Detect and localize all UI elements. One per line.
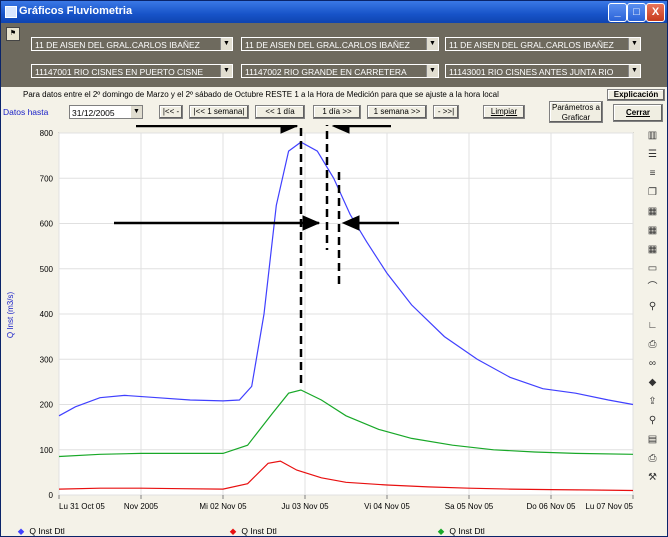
curve-icon[interactable]: ⌒ [647,282,658,293]
parametros-button[interactable]: Parámetros a Graficar [549,101,603,123]
y-tick-label: 400 [40,310,54,319]
y-axis-label: Q Inst (m3/s) [6,292,15,339]
station-select-2[interactable]: 11147002 RIO GRANDE EN CARRETERA ▼ [241,64,439,78]
station-select-1[interactable]: 11147001 RIO CISNES EN PUERTO CISNE ▼ [31,64,233,78]
datos-hasta-label: Datos hasta [3,107,49,117]
zoom2-icon[interactable]: ⚲ [648,415,657,426]
title-bar[interactable]: Gráficos Fluviometria _ □ X [1,1,667,23]
limpiar-button[interactable]: Limpiar [483,105,525,119]
chevron-down-icon[interactable]: ▼ [426,65,438,77]
grid-icon[interactable]: ▦ [647,206,658,217]
chevron-down-icon[interactable]: ▼ [628,65,640,77]
annotation-arrowhead-right-mid [341,215,360,231]
stack-icon[interactable]: ≡ [649,168,656,179]
diamond-icon: ◆ [229,526,237,536]
nav-forward-week-button[interactable]: 1 semana >> [367,105,427,119]
nav-back-day-button[interactable]: << 1 día [255,105,305,119]
annotation-arrowhead-left-mid [302,215,321,231]
diamond-icon: ◆ [437,526,445,536]
chart-svg[interactable]: 0 100 200 300 400 500 600 700 800 Lu 31 Oct 05 No… [1,105,639,525]
y-tick-label: 0 [49,491,54,500]
copy-icon[interactable]: ❐ [648,187,657,198]
region-select-3[interactable]: 11 DE AISEN DEL GRAL.CARLOS IBAÑEZ ▼ [445,37,641,51]
x-tick-label: Lu 31 Oct 05 [59,502,105,511]
nav-last-button[interactable]: - >>| [433,105,459,119]
nav-forward-day-button[interactable]: 1 día >> [313,105,361,119]
app-icon [5,6,17,18]
timezone-notice: Para datos entre el 2º domingo de Marzo … [1,89,667,101]
hammer-icon[interactable]: ⚒ [648,472,657,483]
y-tick-label: 500 [40,265,54,274]
bars-icon[interactable]: ▥ [647,130,658,141]
x-tick-label: Sa 05 Nov 05 [445,502,494,511]
notice-text: Para datos entre el 2º domingo de Marzo … [23,90,499,99]
x-tick-label: Nov 2005 [124,502,159,511]
y-tick-label: 200 [40,401,54,410]
chart-area[interactable]: 0 100 200 300 400 500 600 700 800 Lu 31 Oct 05 No… [1,105,639,525]
legend-item-3: ◆ Q Inst Dtl [435,525,485,536]
x-tick-label: Mi 02 Nov 05 [199,502,247,511]
diamond-icon: ◆ [17,526,25,536]
x-tick-label: Lu 07 Nov 05 [585,502,633,511]
grid2-icon[interactable]: ▦ [647,225,658,236]
chevron-down-icon[interactable]: ▼ [426,38,438,50]
region-select-2[interactable]: 11 DE AISEN DEL GRAL.CARLOS IBAÑEZ ▼ [241,37,439,51]
y-tick-label: 100 [40,446,54,455]
minimize-button[interactable]: _ [608,3,627,22]
toolbar: Datos hasta [1,103,667,123]
chevron-down-icon[interactable]: ▼ [220,38,232,50]
region-select-1[interactable]: 11 DE AISEN DEL GRAL.CARLOS IBAÑEZ ▼ [31,37,233,51]
maximize-button[interactable]: □ [627,3,646,22]
x-tick-label: Do 06 Nov 05 [527,502,576,511]
y-tick-label: 800 [40,129,54,138]
close-button[interactable]: X [646,3,665,22]
x-ticks: Lu 31 Oct 05 Nov 2005 Mi 02 Nov 05 Ju 03 No… [58,495,634,511]
annotation-arrowhead-right-top [331,118,350,134]
legend-item-1: ◆ Q Inst Dtl [15,525,65,536]
nav-first-button[interactable]: |<< - [159,105,183,119]
y-tick-label: 300 [40,355,54,364]
grid3-icon[interactable]: ▦ [647,244,658,255]
series [58,141,634,492]
pin-icon[interactable]: ⚑ [6,27,20,41]
series-line-1 [58,141,634,417]
selector-panel: ⚑ 11 DE AISEN DEL GRAL.CARLOS IBAÑEZ ▼ 11… [1,23,667,87]
chevron-down-icon[interactable]: ▼ [220,65,232,77]
diamond-icon[interactable]: ◆ [648,377,657,388]
binoculars-icon[interactable]: ∞ [648,358,657,369]
axes-icon[interactable]: ∟ [647,320,658,331]
date-select[interactable]: 31/12/2005 ▼ [69,105,143,119]
preview-icon[interactable]: ▤ [647,434,658,445]
chevron-down-icon[interactable]: ▼ [131,106,142,118]
station-select-3[interactable]: 11143001 RIO CISNES ANTES JUNTA RIO ▼ [445,64,641,78]
cerrar-button[interactable]: Cerrar [613,104,663,122]
legend-item-2: ◆ Q Inst Dtl [227,525,277,536]
export-icon[interactable]: ⇪ [648,396,657,407]
window-title: Gráficos Fluviometria [19,5,133,17]
printer-icon[interactable]: ⎙ [648,453,657,464]
y-ticks: 0 100 200 300 400 500 600 700 800 [40,129,54,500]
x-tick-label: Ju 03 Nov 05 [281,502,329,511]
y-tick-label: 700 [40,174,54,183]
series-line-3 [58,389,634,458]
lines-icon[interactable]: ☰ [648,149,657,160]
explicacion-button[interactable]: Explicación [607,89,665,101]
print-icon[interactable]: ⎙ [648,339,657,350]
legend: ◆ Q Inst Dtl ◆ Q Inst Dtl ◆ Q Inst Dtl [1,525,667,536]
x-tick-label: Vi 04 Nov 05 [364,502,410,511]
series-line-2 [58,460,634,492]
y-tick-label: 600 [40,220,54,229]
nav-back-week-button[interactable]: |<< 1 semana| [189,105,249,119]
chevron-down-icon[interactable]: ▼ [628,38,640,50]
box-icon[interactable]: ▭ [647,263,658,274]
annotation-arrowhead-left-top [280,118,299,134]
zoom-icon[interactable]: ⚲ [648,301,657,312]
